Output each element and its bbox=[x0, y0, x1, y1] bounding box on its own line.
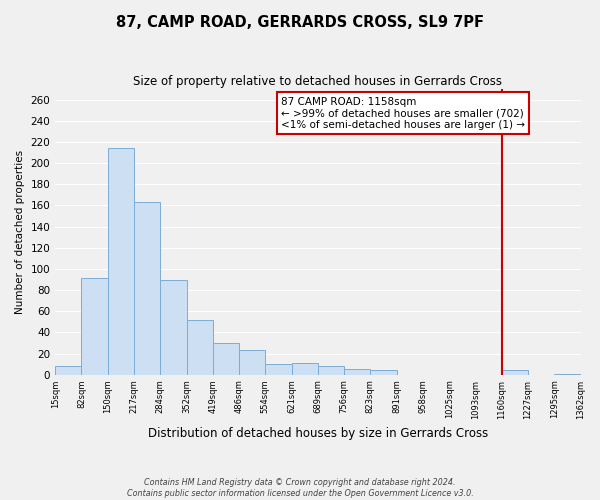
Y-axis label: Number of detached properties: Number of detached properties bbox=[15, 150, 25, 314]
Bar bbox=[292, 363, 318, 374]
Text: 87, CAMP ROAD, GERRARDS CROSS, SL9 7PF: 87, CAMP ROAD, GERRARDS CROSS, SL9 7PF bbox=[116, 15, 484, 30]
Bar bbox=[502, 370, 528, 374]
Text: Contains HM Land Registry data © Crown copyright and database right 2024.
Contai: Contains HM Land Registry data © Crown c… bbox=[127, 478, 473, 498]
Bar bbox=[187, 320, 213, 374]
Text: 87 CAMP ROAD: 1158sqm
← >99% of detached houses are smaller (702)
<1% of semi-de: 87 CAMP ROAD: 1158sqm ← >99% of detached… bbox=[281, 96, 525, 130]
Bar bbox=[134, 202, 160, 374]
Bar bbox=[213, 343, 239, 374]
Bar bbox=[318, 366, 344, 374]
Bar bbox=[55, 366, 82, 374]
Bar bbox=[239, 350, 265, 374]
X-axis label: Distribution of detached houses by size in Gerrards Cross: Distribution of detached houses by size … bbox=[148, 427, 488, 440]
Bar bbox=[108, 148, 134, 374]
Bar bbox=[160, 280, 187, 374]
Title: Size of property relative to detached houses in Gerrards Cross: Size of property relative to detached ho… bbox=[133, 75, 502, 88]
Bar bbox=[344, 370, 370, 374]
Bar bbox=[82, 278, 108, 374]
Bar bbox=[265, 364, 292, 374]
Bar bbox=[370, 370, 397, 374]
